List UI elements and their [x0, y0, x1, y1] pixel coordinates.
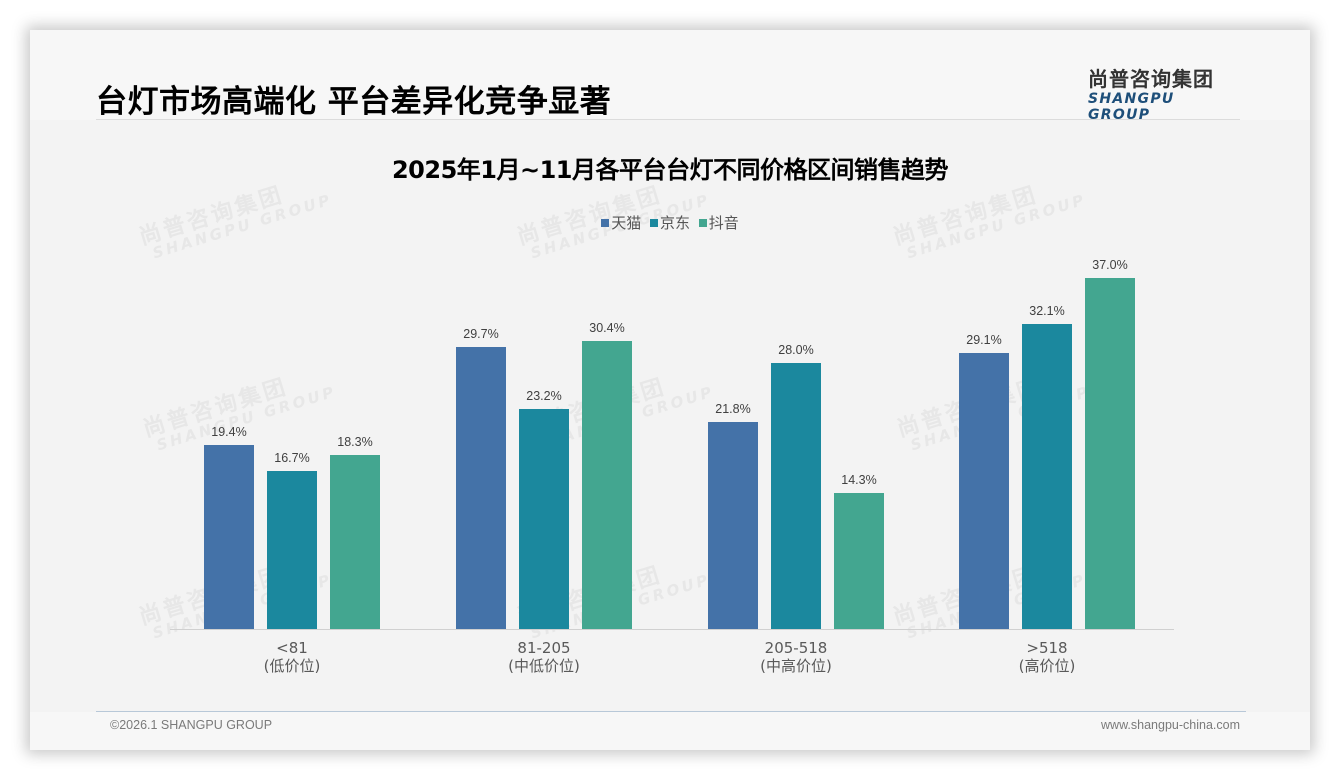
legend-swatch-icon	[698, 218, 707, 227]
x-axis-category-label: 81-205 (中低价位)	[508, 639, 580, 675]
bar-value-label: 16.7%	[274, 450, 310, 465]
x-axis-category-label: >518 (高价位)	[1018, 639, 1076, 675]
logo-cn-text: 尚普咨询集团	[1088, 67, 1214, 91]
header-band	[30, 30, 1310, 120]
company-logo: 尚普咨询集团 SHANGPU GROUP	[1088, 63, 1238, 123]
legend-item-tmall: 天猫	[601, 212, 641, 233]
footer-divider	[96, 711, 1246, 712]
chart-legend: 天猫 京东 抖音	[30, 212, 1310, 233]
legend-label: 天猫	[611, 214, 642, 232]
legend-item-jd: 京东	[649, 212, 690, 233]
footer-website: www.shangpu-china.com	[1101, 718, 1240, 732]
legend-label: 抖音	[708, 214, 739, 232]
x-axis-line	[170, 629, 1174, 630]
x-axis-category-label: <81 (低价位)	[263, 639, 321, 675]
legend-swatch-icon	[601, 218, 610, 227]
bar-value-label: 19.4%	[211, 424, 247, 439]
bar-value-label: 29.1%	[966, 332, 1002, 347]
bar	[834, 493, 884, 629]
slide: 台灯市场高端化 平台差异化竞争显著 尚普咨询集团 SHANGPU GROUP 尚…	[30, 30, 1310, 750]
x-axis-category-label: 205-518 (中高价位)	[760, 639, 832, 675]
bar	[267, 470, 317, 629]
bar-value-label: 18.3%	[337, 435, 373, 450]
logo-en-text: SHANGPU GROUP	[1088, 91, 1175, 123]
title-divider	[96, 119, 1240, 120]
page-title: 台灯市场高端化 平台差异化竞争显著	[96, 84, 612, 120]
bar-value-label: 28.0%	[778, 343, 814, 358]
bar	[582, 340, 632, 629]
bar	[1022, 324, 1072, 629]
footer-copyright: ©2026.1 SHANGPU GROUP	[110, 718, 273, 732]
bar	[456, 347, 506, 629]
legend-label: 京东	[659, 214, 690, 232]
bar-value-label: 23.2%	[526, 388, 562, 403]
bar-value-label: 30.4%	[589, 320, 625, 335]
bar	[330, 455, 380, 629]
chart-title: 2025年1月~11月各平台台灯不同价格区间销售趋势	[391, 156, 949, 184]
bar	[708, 422, 758, 629]
bar-value-label: 21.8%	[715, 402, 751, 417]
bar	[519, 408, 569, 629]
footer-band	[30, 712, 1310, 750]
bar	[1085, 277, 1135, 629]
legend-swatch-icon	[649, 218, 658, 227]
bar-value-label: 37.0%	[1092, 257, 1128, 272]
bar-value-label: 29.7%	[463, 327, 499, 342]
bar-value-label: 14.3%	[841, 473, 877, 488]
bar	[204, 444, 254, 629]
bar	[771, 363, 821, 629]
bar	[959, 352, 1009, 629]
bar-value-label: 32.1%	[1029, 304, 1065, 319]
legend-item-douyin: 抖音	[698, 212, 739, 233]
